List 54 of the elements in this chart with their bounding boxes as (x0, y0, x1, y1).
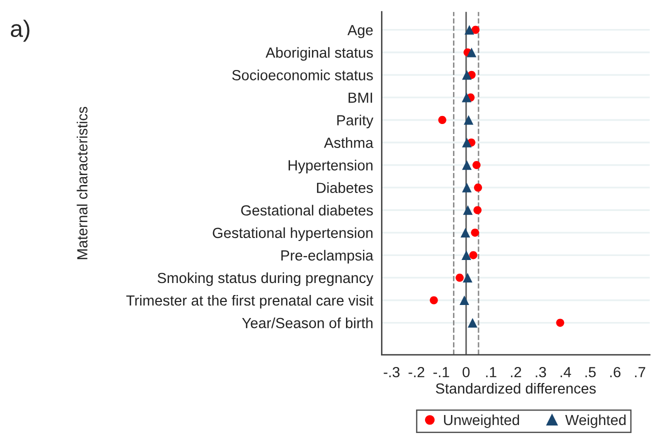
point (470, 228, 480, 237)
point (466, 48, 476, 58)
y-tick-label: Pre-eclampsia (281, 250, 374, 264)
x-tick-label: .5 (585, 367, 596, 378)
point (462, 160, 472, 170)
point (462, 272, 472, 283)
point (460, 295, 470, 306)
x-tick-label: .4 (560, 367, 572, 378)
y-tick-label: Parity (337, 114, 374, 128)
y-tick-label: BMI (348, 92, 372, 103)
point (438, 116, 446, 124)
point (462, 182, 472, 192)
y-axis-title: Maternal characteristics (76, 106, 88, 260)
point (463, 205, 473, 215)
legend-label: Weighted (565, 414, 626, 428)
x-axis-title: Standardized differences (436, 382, 596, 394)
x-tick-label: -.1 (433, 367, 450, 378)
point (462, 250, 472, 260)
x-tick-label: .3 (536, 366, 546, 378)
point (462, 92, 472, 102)
point (471, 26, 480, 34)
y-tick-label: Asthma (324, 137, 374, 148)
point (464, 115, 474, 125)
point (468, 318, 478, 328)
x-tick-label: .7 (635, 367, 646, 378)
y-tick-label: Gestational diabetes (241, 204, 373, 216)
y-tick-label: Hypertension (288, 160, 372, 174)
y-tick-label: Diabetes (317, 182, 373, 194)
y-tick-label: Gestational hypertension (212, 227, 372, 241)
point (473, 206, 482, 214)
x-tick-label: -.3 (384, 366, 400, 378)
x-tick-label: -.2 (408, 366, 424, 378)
point (462, 138, 472, 148)
y-tick-label: Year/Season of birth (242, 318, 372, 328)
point (556, 318, 564, 327)
y-tick-label: Socioeconomic status (232, 70, 373, 80)
point (474, 184, 482, 192)
y-tick-label: Aboriginal status (266, 47, 373, 61)
y-tick-label: Smoking status during pregnancy (158, 272, 374, 286)
point (464, 25, 474, 35)
legend-label: Unweighted (444, 414, 520, 428)
point (462, 70, 472, 80)
point (456, 274, 464, 282)
point (430, 296, 438, 304)
point (460, 228, 470, 238)
x-tick-label: .6 (610, 366, 620, 378)
x-tick-label: .2 (510, 366, 522, 378)
text: a) (10, 20, 30, 42)
y-tick-label: Trimester at the first prenatal care visit (126, 294, 374, 309)
x-tick-label: 0 (462, 366, 470, 378)
point (469, 251, 478, 260)
y-tick-label: Age (347, 25, 373, 38)
point (472, 161, 481, 170)
x-tick-label: .1 (486, 367, 496, 378)
